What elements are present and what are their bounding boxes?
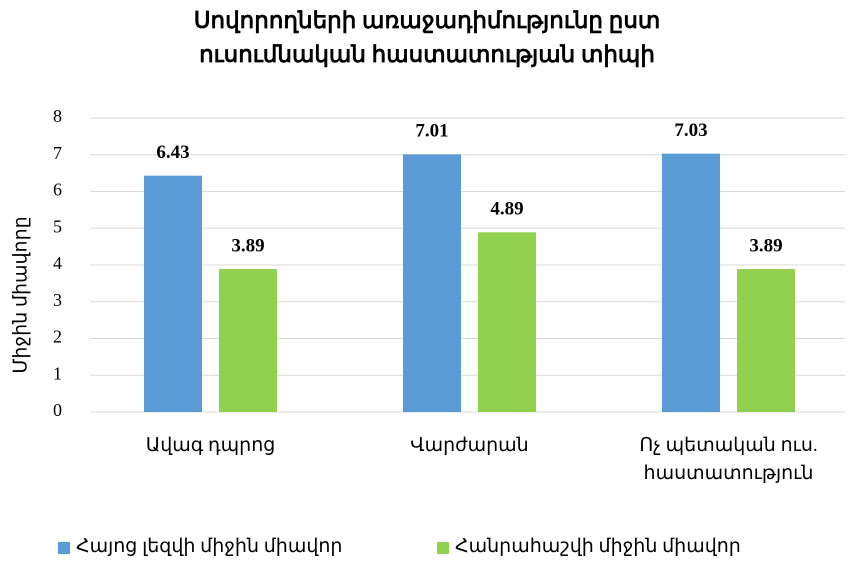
- y-axis-label: Միջին միավորը: [10, 216, 31, 373]
- value-label: 3.89: [231, 235, 264, 256]
- x-tick-label: Ոչ պետական ուս. հաստատություն: [639, 435, 818, 484]
- value-label: 4.89: [490, 199, 523, 220]
- legend-label: Հանրահաշվի միջին միավոր: [455, 536, 741, 557]
- y-tick-label: 2: [53, 327, 62, 347]
- y-tick-label: 6: [53, 180, 62, 200]
- bar: [478, 232, 536, 412]
- value-label: 6.43: [156, 142, 189, 163]
- bar: [403, 154, 461, 412]
- y-tick-label: 3: [53, 290, 62, 310]
- bar: [737, 269, 795, 412]
- y-tick-label: 7: [53, 143, 62, 163]
- y-tick-label: 4: [53, 253, 62, 273]
- legend-swatch: [58, 542, 70, 554]
- legend-label: Հայոց լեզվի միջին միավոր: [76, 536, 343, 557]
- y-tick-label: 0: [53, 400, 62, 420]
- legend-swatch: [437, 542, 449, 554]
- value-label: 7.01: [415, 121, 448, 142]
- bar: [219, 269, 277, 412]
- value-label: 3.89: [749, 235, 782, 256]
- value-label: 7.03: [674, 120, 707, 141]
- y-tick-label: 5: [53, 216, 62, 236]
- bar: [662, 153, 720, 412]
- x-tick-label: Վարժարան: [410, 435, 529, 456]
- bar: [144, 175, 202, 412]
- x-tick-label: Ավագ դպրոց: [145, 435, 276, 456]
- chart-title: Սովորողների առաջադիմությունը ըստ ուսումն…: [193, 8, 661, 67]
- y-tick-label: 1: [53, 363, 62, 383]
- y-tick-label: 8: [53, 106, 62, 126]
